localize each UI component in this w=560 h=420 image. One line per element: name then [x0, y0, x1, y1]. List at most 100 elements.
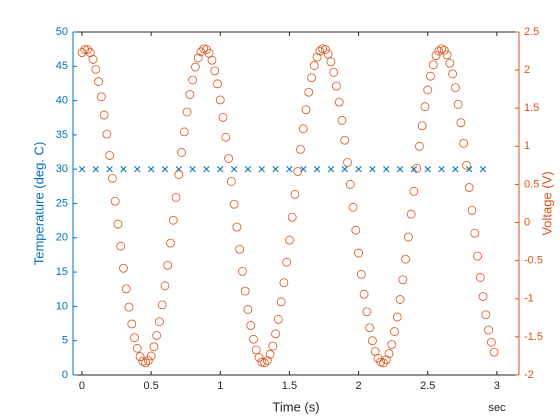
marker [213, 79, 222, 89]
marker [235, 244, 245, 254]
marker [320, 45, 330, 54]
marker [106, 166, 113, 173]
marker [395, 295, 405, 304]
marker [80, 45, 90, 54]
marker [254, 353, 264, 362]
marker [94, 77, 103, 86]
marker [390, 327, 399, 336]
marker [203, 166, 210, 173]
marker [453, 100, 463, 109]
marker [279, 278, 289, 288]
marker [301, 105, 311, 115]
marker [409, 186, 419, 196]
marker [258, 166, 265, 173]
marker [243, 305, 253, 314]
marker [437, 44, 446, 54]
marker [298, 124, 308, 134]
marker [287, 212, 297, 222]
marker [105, 151, 115, 160]
marker [384, 349, 394, 359]
marker [348, 202, 358, 212]
marker [452, 166, 459, 173]
marker [189, 166, 196, 173]
marker [127, 319, 137, 329]
marker [486, 337, 496, 347]
marker [368, 336, 377, 346]
y2-tick-label: 0.5 [524, 178, 539, 190]
marker [135, 352, 145, 362]
x-units: sec [488, 402, 506, 414]
marker [431, 51, 441, 61]
y-tick-label: 35 [56, 129, 68, 141]
marker [473, 251, 482, 261]
marker [171, 193, 181, 202]
marker [312, 52, 322, 62]
marker [215, 95, 225, 105]
marker [262, 356, 272, 365]
marker [102, 129, 112, 139]
marker [462, 160, 471, 170]
marker [410, 166, 418, 173]
marker [379, 358, 388, 368]
marker [249, 334, 258, 344]
marker [240, 286, 250, 296]
marker [160, 281, 170, 291]
marker [121, 284, 131, 294]
marker [282, 257, 292, 267]
marker [207, 55, 217, 65]
marker [313, 166, 321, 173]
x-tick-label: 0.5 [143, 380, 158, 392]
y-tick-label: 20 [56, 232, 68, 244]
marker [251, 345, 261, 355]
marker [120, 166, 127, 173]
y2-tick-label: 2 [524, 64, 530, 76]
y2-tick-label: -1 [524, 293, 534, 305]
marker [193, 53, 203, 63]
y2-tick-label: -2 [524, 369, 534, 381]
marker [232, 222, 242, 232]
y-tick-label: 25 [56, 197, 68, 209]
marker [424, 166, 431, 173]
marker [459, 138, 469, 148]
marker [438, 166, 445, 173]
y2-axis-label: Voltage (V) [539, 171, 554, 235]
marker [489, 347, 499, 357]
marker [229, 199, 239, 209]
marker [355, 166, 362, 173]
marker [179, 127, 189, 137]
marker [334, 97, 344, 107]
marker [230, 166, 238, 173]
marker [365, 323, 375, 333]
marker [369, 166, 376, 173]
x-axis-label: Time (s) [272, 399, 319, 414]
marker [92, 166, 99, 173]
marker [132, 343, 142, 353]
marker [138, 356, 148, 366]
marker [307, 73, 316, 83]
y-tick-label: 50 [56, 26, 68, 38]
x-tick-label: 0 [79, 380, 85, 392]
marker [412, 164, 422, 173]
marker [224, 154, 233, 163]
marker [362, 307, 372, 317]
marker [83, 45, 92, 54]
marker [113, 219, 123, 229]
marker [119, 263, 128, 273]
marker [381, 355, 391, 365]
marker [226, 176, 236, 186]
marker [337, 116, 347, 125]
marker [116, 241, 126, 251]
marker [99, 110, 109, 120]
marker [426, 71, 435, 81]
marker [329, 67, 339, 77]
marker [149, 342, 159, 352]
marker [448, 69, 458, 79]
marker [420, 102, 430, 112]
marker [406, 209, 416, 219]
marker [439, 45, 449, 55]
marker [238, 266, 247, 276]
y-axis-label: Temperature (deg. C) [31, 142, 46, 266]
marker [398, 275, 408, 285]
marker [268, 341, 278, 351]
